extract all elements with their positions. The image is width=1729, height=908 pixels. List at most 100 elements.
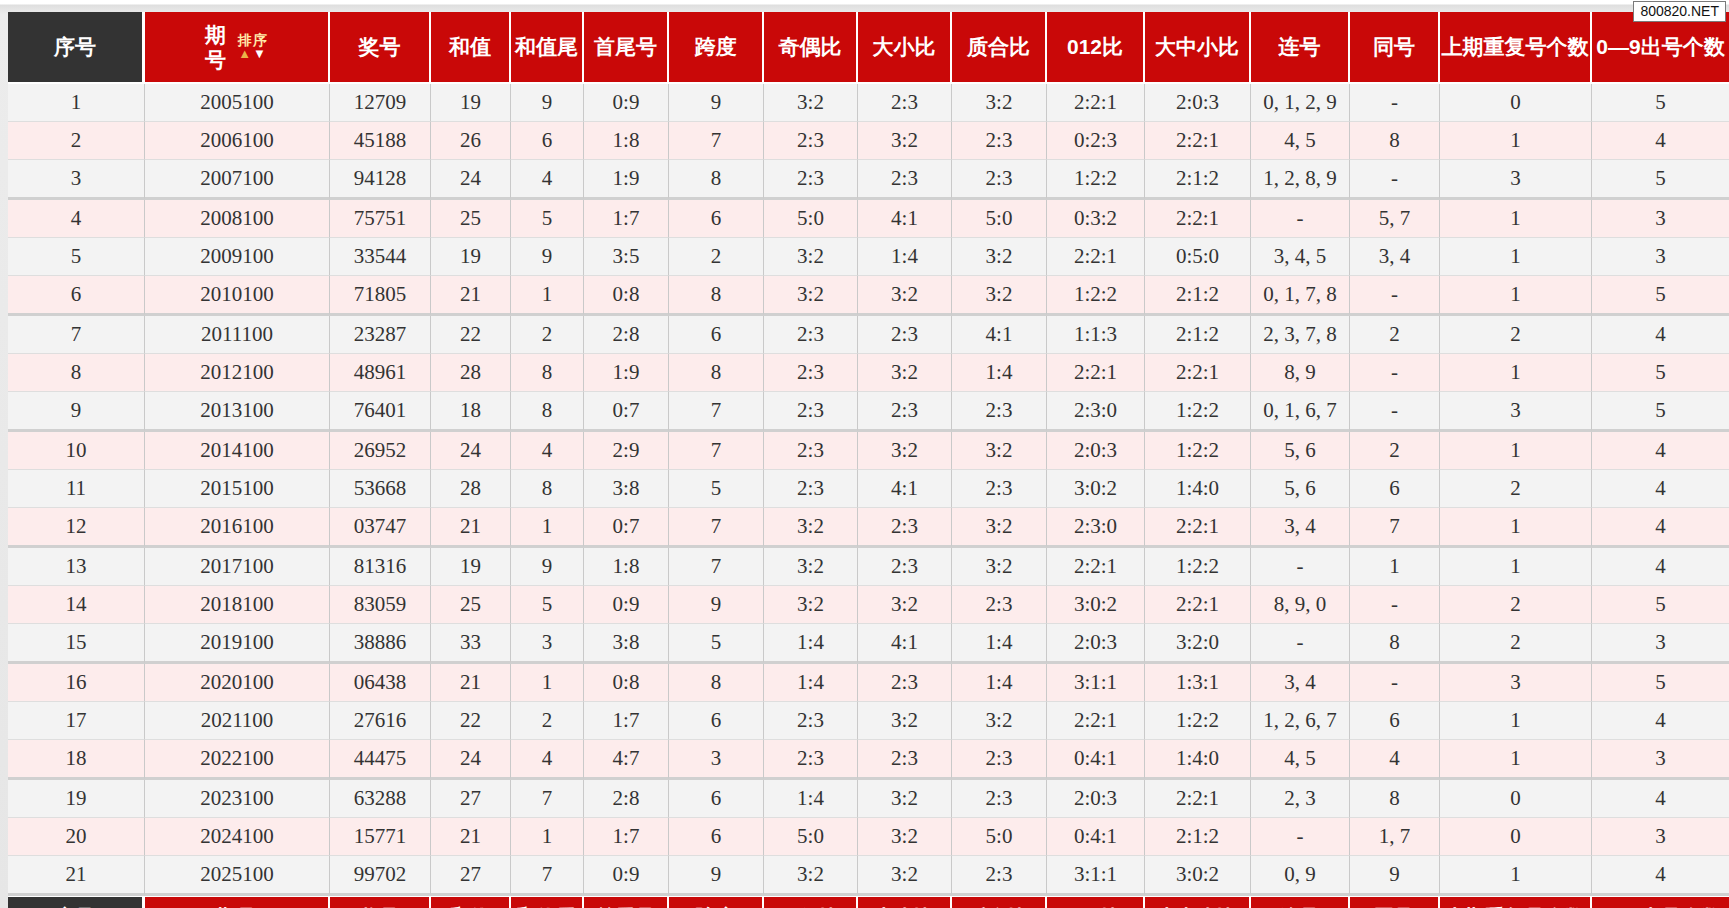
column-header-period: 期号排序▲▼ bbox=[145, 12, 330, 84]
cell-winning-number: 75751 bbox=[330, 200, 431, 238]
cell-winning-number: 06438 bbox=[330, 664, 431, 702]
column-header-repeat-count: 上期重复号个数 bbox=[1440, 12, 1592, 84]
cell-period: 2016100 bbox=[145, 508, 330, 548]
cell-index: 5 bbox=[8, 238, 145, 276]
cell-span: 6 bbox=[669, 702, 764, 740]
cell-period: 2017100 bbox=[145, 548, 330, 586]
cell-sum-tail: 2 bbox=[511, 316, 584, 354]
cell-prime-composite: 2:3 bbox=[952, 160, 1047, 200]
cell-same-number: 8 bbox=[1350, 624, 1440, 664]
cell-first-last: 0:9 bbox=[584, 84, 669, 122]
cell-first-last: 0:9 bbox=[584, 586, 669, 624]
cell-consecutive: 5, 6 bbox=[1251, 432, 1350, 470]
cell-repeat-count: 1 bbox=[1440, 276, 1592, 316]
period-sort-control[interactable]: 排序▲▼ bbox=[238, 33, 268, 61]
cell-winning-number: 15771 bbox=[330, 818, 431, 856]
cell-index: 7 bbox=[8, 316, 145, 354]
table-row: 32007100941282441:982:32:32:31:2:22:1:21… bbox=[8, 160, 1729, 200]
cell-same-number: - bbox=[1350, 160, 1440, 200]
cell-sum: 21 bbox=[431, 818, 511, 856]
cell-big-small-ratio: 2:3 bbox=[858, 548, 952, 586]
cell-repeat-count: 2 bbox=[1440, 470, 1592, 508]
cell-zero-one-two: 2:3:0 bbox=[1047, 508, 1145, 548]
cell-consecutive: 0, 9 bbox=[1251, 856, 1350, 896]
cell-odd-even-ratio: 2:3 bbox=[764, 316, 858, 354]
cell-same-number: 8 bbox=[1350, 780, 1440, 818]
cell-sum: 27 bbox=[431, 856, 511, 896]
cell-big-mid-small: 2:2:1 bbox=[1145, 354, 1251, 392]
cell-big-mid-small: 2:2:1 bbox=[1145, 508, 1251, 548]
footer-column-header-prime-composite: 质合比 bbox=[952, 896, 1047, 908]
cell-consecutive: 5, 6 bbox=[1251, 470, 1350, 508]
table-row: 132017100813161991:873:22:33:22:2:11:2:2… bbox=[8, 548, 1729, 586]
cell-period: 2020100 bbox=[145, 664, 330, 702]
cell-repeat-count: 0 bbox=[1440, 780, 1592, 818]
cell-same-number: - bbox=[1350, 392, 1440, 432]
cell-digit-count: 5 bbox=[1592, 586, 1729, 624]
cell-odd-even-ratio: 2:3 bbox=[764, 470, 858, 508]
cell-winning-number: 99702 bbox=[330, 856, 431, 896]
cell-zero-one-two: 1:2:2 bbox=[1047, 160, 1145, 200]
cell-sum-tail: 9 bbox=[511, 84, 584, 122]
table-row: 202024100157712111:765:03:25:00:4:12:1:2… bbox=[8, 818, 1729, 856]
sort-label[interactable]: 排序 bbox=[238, 33, 268, 47]
cell-consecutive: 0, 1, 7, 8 bbox=[1251, 276, 1350, 316]
cell-big-small-ratio: 1:4 bbox=[858, 238, 952, 276]
cell-repeat-count: 2 bbox=[1440, 624, 1592, 664]
cell-zero-one-two: 2:0:3 bbox=[1047, 624, 1145, 664]
cell-odd-even-ratio: 1:4 bbox=[764, 780, 858, 818]
column-header-prime-composite: 质合比 bbox=[952, 12, 1047, 84]
cell-first-last: 1:7 bbox=[584, 818, 669, 856]
cell-winning-number: 81316 bbox=[330, 548, 431, 586]
cell-big-mid-small: 2:1:2 bbox=[1145, 160, 1251, 200]
cell-sum: 22 bbox=[431, 316, 511, 354]
cell-sum-tail: 8 bbox=[511, 470, 584, 508]
cell-first-last: 1:7 bbox=[584, 200, 669, 238]
cell-sum: 27 bbox=[431, 780, 511, 818]
cell-big-small-ratio: 3:2 bbox=[858, 818, 952, 856]
cell-repeat-count: 1 bbox=[1440, 432, 1592, 470]
cell-span: 5 bbox=[669, 470, 764, 508]
cell-same-number: 6 bbox=[1350, 470, 1440, 508]
cell-zero-one-two: 2:2:1 bbox=[1047, 84, 1145, 122]
footer-column-header-first-last: 首尾号 bbox=[584, 896, 669, 908]
cell-prime-composite: 1:4 bbox=[952, 664, 1047, 702]
cell-first-last: 1:9 bbox=[584, 354, 669, 392]
cell-digit-count: 3 bbox=[1592, 200, 1729, 238]
cell-index: 14 bbox=[8, 586, 145, 624]
cell-sum-tail: 7 bbox=[511, 856, 584, 896]
cell-same-number: 2 bbox=[1350, 432, 1440, 470]
cell-index: 12 bbox=[8, 508, 145, 548]
cell-zero-one-two: 3:0:2 bbox=[1047, 470, 1145, 508]
cell-first-last: 1:7 bbox=[584, 702, 669, 740]
cell-period: 2022100 bbox=[145, 740, 330, 780]
cell-sum: 24 bbox=[431, 432, 511, 470]
sort-descending-icon[interactable]: ▼ bbox=[253, 46, 268, 61]
cell-big-mid-small: 1:4:0 bbox=[1145, 740, 1251, 780]
cell-same-number: 1, 7 bbox=[1350, 818, 1440, 856]
cell-span: 8 bbox=[669, 160, 764, 200]
cell-repeat-count: 3 bbox=[1440, 392, 1592, 432]
cell-winning-number: 03747 bbox=[330, 508, 431, 548]
cell-digit-count: 5 bbox=[1592, 664, 1729, 702]
cell-span: 8 bbox=[669, 276, 764, 316]
cell-sum: 25 bbox=[431, 586, 511, 624]
cell-first-last: 0:7 bbox=[584, 508, 669, 548]
footer-column-header-span: 跨度 bbox=[669, 896, 764, 908]
sort-ascending-icon[interactable]: ▲ bbox=[238, 46, 253, 61]
cell-index: 1 bbox=[8, 84, 145, 122]
cell-odd-even-ratio: 5:0 bbox=[764, 200, 858, 238]
cell-period: 2021100 bbox=[145, 702, 330, 740]
cell-sum: 19 bbox=[431, 548, 511, 586]
cell-sum-tail: 8 bbox=[511, 354, 584, 392]
cell-index: 6 bbox=[8, 276, 145, 316]
cell-first-last: 2:8 bbox=[584, 780, 669, 818]
cell-big-small-ratio: 4:1 bbox=[858, 200, 952, 238]
lottery-trend-table: 序号期号排序▲▼奖号和值和值尾首尾号跨度奇偶比大小比质合比012比大中小比连号同… bbox=[8, 12, 1729, 908]
cell-big-small-ratio: 3:2 bbox=[858, 122, 952, 160]
cell-winning-number: 83059 bbox=[330, 586, 431, 624]
cell-sum-tail: 1 bbox=[511, 508, 584, 548]
cell-consecutive: - bbox=[1251, 548, 1350, 586]
cell-same-number: 5, 7 bbox=[1350, 200, 1440, 238]
cell-winning-number: 12709 bbox=[330, 84, 431, 122]
